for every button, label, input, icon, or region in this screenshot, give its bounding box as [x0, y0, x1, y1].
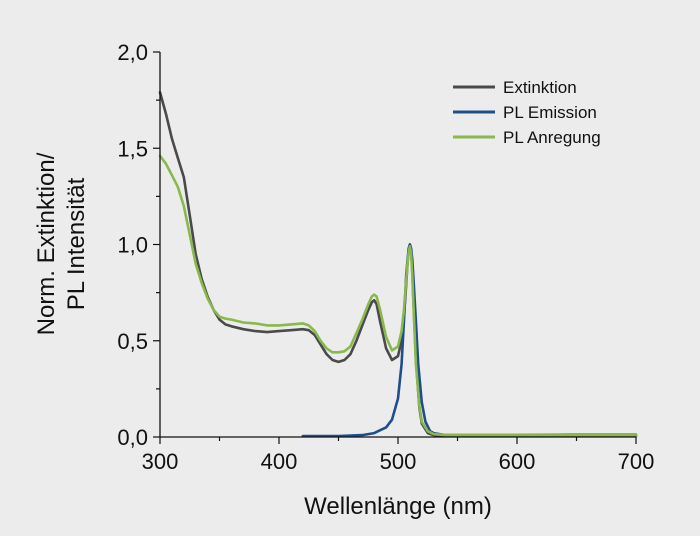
y-tick-label: 1,5: [117, 136, 148, 161]
x-tick-label: 400: [261, 449, 298, 474]
legend: Extinktion PL Emission PL Anregung: [453, 78, 601, 147]
plot-lines: [158, 91, 638, 438]
x-tick-label: 600: [499, 449, 536, 474]
y-tick-label: 0,0: [117, 425, 148, 450]
tick-labels: 300 400 500 600 700 0,0 0,5 1,0 1,5 2,0: [117, 40, 654, 474]
x-tick-label: 500: [380, 449, 417, 474]
legend-label-extinktion: Extinktion: [503, 78, 577, 97]
y-tick-label: 1,0: [117, 233, 148, 258]
x-tick-label: 300: [142, 449, 179, 474]
y-axis-title: Norm. Extinktion/ PL Intensität: [33, 152, 90, 335]
legend-label-pl-emission: PL Emission: [503, 103, 597, 122]
series-line-pl-anregung: [158, 154, 638, 437]
legend-label-pl-anregung: PL Anregung: [503, 128, 601, 147]
ticks: [153, 51, 637, 444]
y-tick-label: 2,0: [117, 40, 148, 65]
y-tick-label: 0,5: [117, 329, 148, 354]
y-axis-title-line-2: PL Intensität: [63, 177, 90, 310]
y-axis-title-line-1: Norm. Extinktion/: [33, 152, 60, 335]
x-tick-label: 700: [618, 449, 655, 474]
x-axis-title: Wellenlänge (nm): [304, 493, 492, 520]
